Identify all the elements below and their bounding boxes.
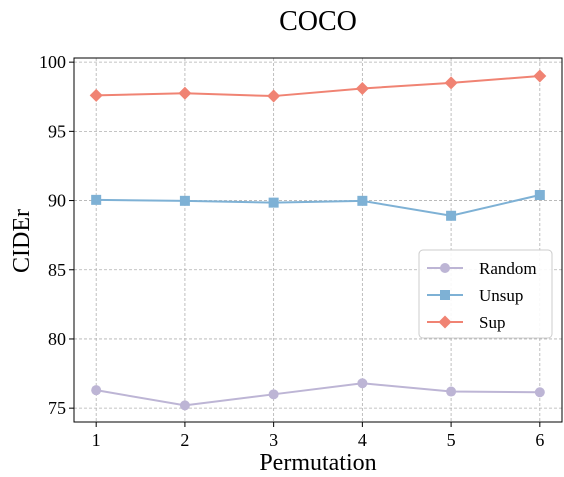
y-tick-label: 80	[48, 329, 66, 349]
series-random	[91, 378, 545, 411]
data-point-unsup	[534, 190, 545, 201]
x-axis-label: Permutation	[259, 450, 376, 472]
data-point-sup	[355, 81, 369, 95]
y-tick-label: 95	[48, 121, 66, 141]
plot-frame	[73, 57, 563, 423]
x-tick-label: 2	[180, 430, 189, 450]
y-tick-label: 85	[48, 260, 66, 280]
data-point-sup	[89, 88, 103, 102]
data-point-sup	[444, 76, 458, 90]
data-point-random	[91, 385, 102, 396]
data-point-random	[534, 387, 545, 398]
data-point-sup	[178, 86, 192, 100]
x-tick-label: 6	[535, 430, 544, 450]
chart-title: COCO	[279, 6, 357, 37]
x-tick-label: 4	[358, 430, 367, 450]
series-line-sup	[96, 74, 540, 98]
series-line-unsup	[96, 194, 541, 217]
series-layer	[89, 69, 547, 411]
data-point-random	[268, 389, 279, 400]
data-point-unsup	[91, 194, 102, 205]
y-tick-label: 90	[48, 191, 66, 211]
data-point-sup	[533, 69, 547, 83]
x-tick-label: 3	[269, 430, 278, 450]
data-point-unsup	[446, 210, 457, 221]
y-tick-label: 100	[39, 52, 66, 72]
series-line-random	[96, 382, 540, 407]
data-point-sup	[267, 89, 281, 103]
x-tick-label: 1	[92, 430, 101, 450]
legend: Random Unsup Sup	[418, 249, 553, 339]
y-tick-label: 75	[48, 398, 66, 418]
legend-label-sup: Sup	[479, 313, 505, 332]
legend-label-random: Random	[479, 259, 537, 278]
legend-marker-unsup	[440, 290, 450, 300]
series-sup	[89, 69, 547, 103]
data-point-unsup	[268, 197, 279, 208]
data-point-random	[357, 378, 368, 389]
data-point-random	[179, 400, 190, 411]
series-unsup	[91, 190, 545, 221]
data-point-random	[446, 386, 457, 397]
y-axis-label: CIDEr	[9, 209, 35, 273]
data-point-unsup	[357, 195, 368, 206]
data-point-unsup	[179, 195, 190, 206]
legend-marker-sup	[438, 315, 452, 329]
legend-marker-random	[440, 263, 450, 273]
x-tick-label: 5	[447, 430, 456, 450]
legend-label-unsup: Unsup	[479, 286, 523, 305]
tick-layer: 1 2 3 4 5 6 75 80 85 90 95 100	[39, 52, 544, 450]
legend-box	[418, 249, 553, 339]
